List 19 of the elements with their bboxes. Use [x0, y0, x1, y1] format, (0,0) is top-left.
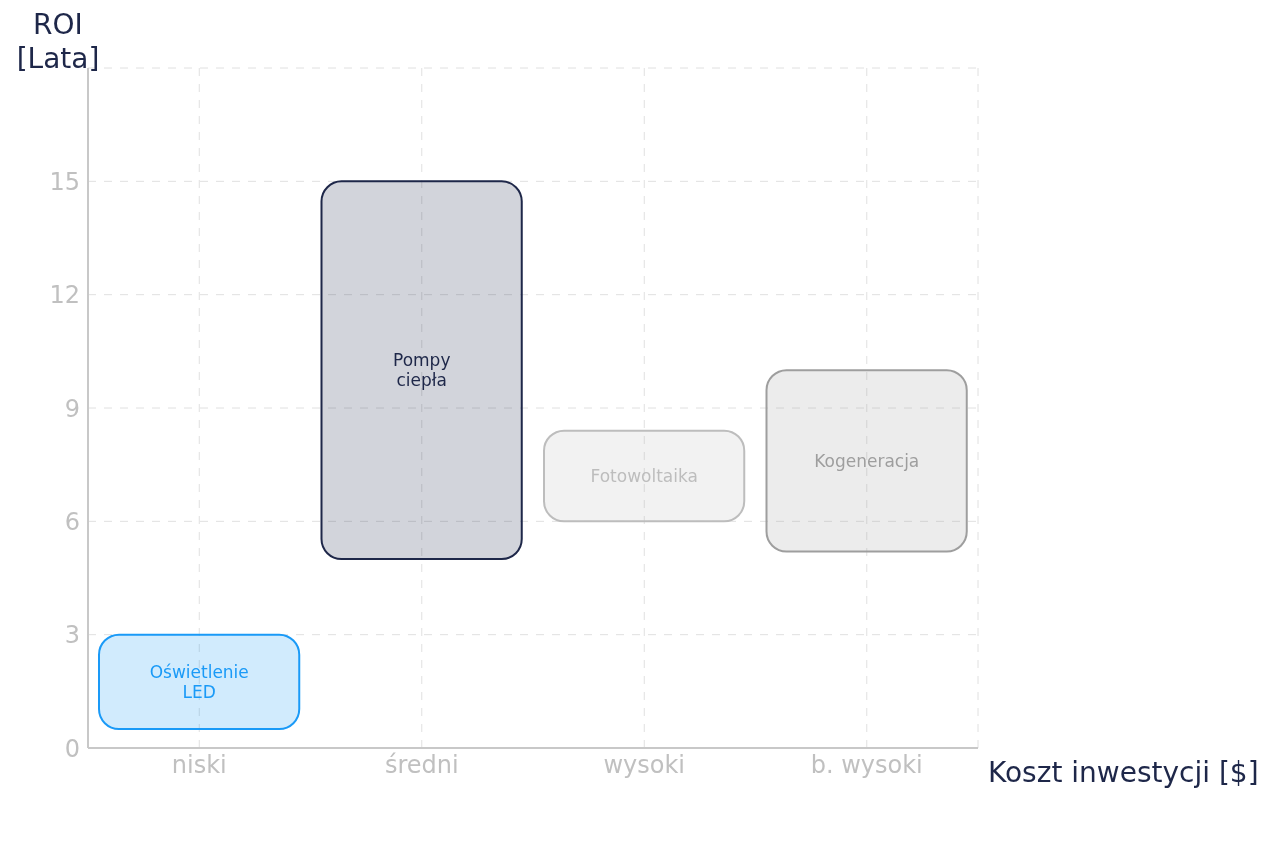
- annotation: Kogeneracja: [814, 450, 920, 471]
- y-tick-label: 6: [64, 507, 80, 536]
- x-axis-title: Koszt inwestycji [$]: [988, 756, 1259, 789]
- x-tick-label: wysoki: [603, 751, 686, 780]
- bar: [765, 369, 968, 553]
- bar: [543, 429, 746, 523]
- bar: [98, 633, 301, 731]
- x-tick-label: średni: [384, 751, 459, 780]
- annotation: Oświetlenie LED: [148, 661, 250, 702]
- y-tick-label: 15: [49, 167, 80, 196]
- y-axis-title: ROI [Lata]: [15, 8, 101, 76]
- x-tick-label: b. wysoki: [810, 751, 923, 780]
- annotation: Pompy ciepła: [392, 350, 452, 391]
- x-tick-label: niski: [171, 751, 227, 780]
- y-tick-label: 12: [49, 281, 80, 310]
- y-tick-label: 3: [64, 621, 80, 650]
- y-tick-label: 9: [64, 394, 80, 423]
- bar: [320, 180, 523, 561]
- y-tick-label: 0: [64, 734, 80, 763]
